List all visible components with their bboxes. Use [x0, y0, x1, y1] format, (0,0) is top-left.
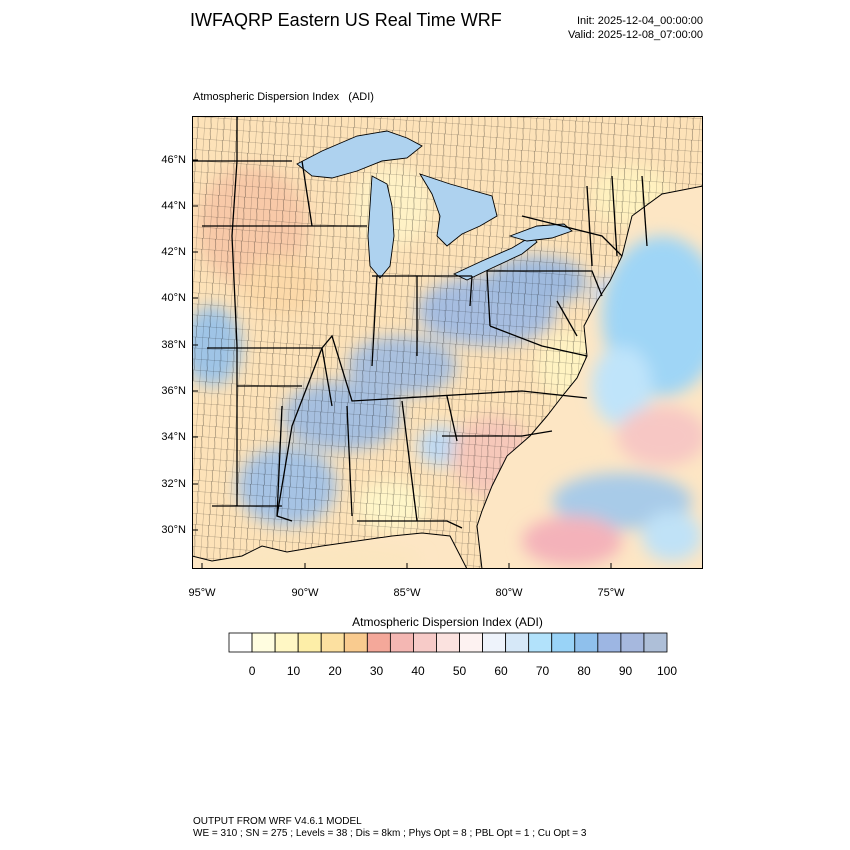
lat-label-40n: 40°N — [161, 292, 186, 304]
colorbar-swatch-5 — [343, 632, 368, 653]
colorbar-swatch-16 — [597, 632, 622, 653]
model-footer: OUTPUT FROM WRF V4.6.1 MODEL WE = 310 ; … — [193, 816, 586, 840]
lon-label-80w: 80°W — [495, 587, 523, 599]
ocean-shading — [202, 236, 703, 569]
lon-label-75w: 75°W — [597, 587, 625, 599]
lat-label-46n: 46°N — [161, 154, 186, 166]
colorbar-label-70: 70 — [535, 664, 550, 678]
timing-info: Init: 2025-12-04_00:00:00 Valid: 2025-12… — [568, 14, 703, 42]
lon-label-90w: 90°W — [291, 587, 319, 599]
colorbar — [228, 632, 668, 653]
colorbar-label-100: 100 — [656, 664, 678, 678]
lake-ontario — [508, 223, 573, 242]
colorbar-label-80: 80 — [577, 664, 591, 678]
colorbar-swatch-12 — [505, 632, 530, 653]
colorbar-swatch-7 — [389, 632, 414, 653]
colorbar-label-10: 10 — [286, 664, 301, 678]
footer-line-1: OUTPUT FROM WRF V4.6.1 MODEL — [193, 816, 362, 827]
init-time: Init: 2025-12-04_00:00:00 — [577, 15, 703, 27]
colorbar-swatch-3 — [297, 632, 322, 653]
lake-michigan — [367, 175, 395, 279]
lake-huron — [418, 173, 498, 247]
state-borders — [192, 116, 648, 529]
colorbar-swatch-1 — [251, 632, 276, 653]
colorbar-label-50: 50 — [452, 664, 467, 678]
colorbar-swatch-11 — [482, 632, 507, 653]
footer-line-2: WE = 310 ; SN = 275 ; Levels = 38 ; Dis … — [193, 828, 587, 839]
lake-superior — [296, 130, 423, 179]
colorbar-label-0: 0 — [248, 664, 256, 678]
map-frame — [192, 116, 703, 569]
lat-label-32n: 32°N — [161, 478, 186, 490]
field-title: Atmospheric Dispersion Index (ADI) — [193, 91, 374, 103]
lake-erie — [452, 235, 538, 281]
lon-label-85w: 85°W — [393, 587, 421, 599]
colorbar-swatch-18 — [643, 632, 668, 653]
great-lakes — [296, 130, 573, 281]
colorbar-swatch-0 — [228, 632, 253, 653]
lat-label-30n: 30°N — [161, 524, 186, 536]
page-title: IWFAQRP Eastern US Real Time WRF — [190, 10, 502, 30]
colorbar-label-90: 90 — [618, 664, 633, 678]
adi-map — [192, 116, 703, 569]
lat-label-42n: 42°N — [161, 246, 186, 258]
colorbar-title: Atmospheric Dispersion Index (ADI) — [352, 615, 543, 629]
colorbar-swatch-9 — [436, 632, 460, 653]
coastline — [192, 185, 703, 569]
colorbar-swatch-8 — [413, 632, 437, 653]
lat-label-38n: 38°N — [161, 339, 186, 351]
valid-time: Valid: 2025-12-08_07:00:00 — [568, 29, 703, 41]
lat-label-36n: 36°N — [161, 385, 186, 397]
colorbar-swatch-13 — [528, 632, 553, 653]
colorbar-swatch-4 — [320, 632, 345, 653]
colorbar-swatch-6 — [366, 632, 391, 653]
colorbar-swatch-17 — [620, 632, 645, 653]
lat-label-34n: 34°N — [161, 431, 186, 443]
colorbar-swatch-2 — [274, 632, 299, 653]
lon-label-95w: 95°W — [188, 587, 216, 599]
colorbar-label-20: 20 — [328, 664, 342, 678]
colorbar-label-40: 40 — [411, 664, 425, 678]
colorbar-label-60: 60 — [494, 664, 508, 678]
colorbar-label-30: 30 — [369, 664, 384, 678]
colorbar-swatch-15 — [574, 632, 599, 653]
lat-label-44n: 44°N — [161, 200, 186, 212]
axis-ticks — [192, 159, 612, 569]
colorbar-swatch-14 — [551, 632, 576, 653]
colorbar-swatch-10 — [459, 632, 483, 653]
